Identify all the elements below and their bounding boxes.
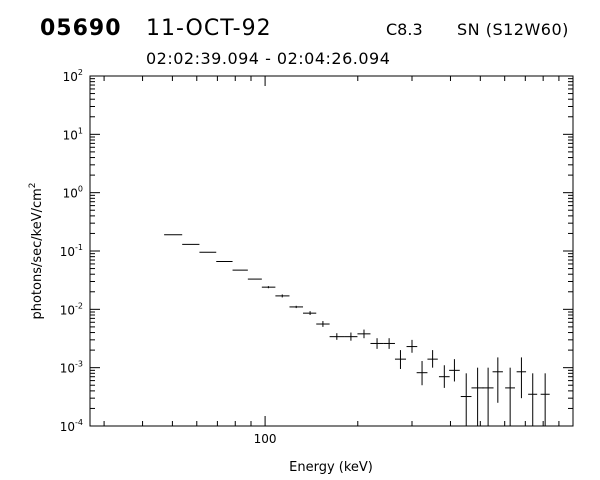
data-point [492, 357, 503, 403]
x-tick-label: 100 [254, 432, 277, 446]
y-tick-label-exponent: -1 [75, 243, 83, 252]
flare-class: C8.3 [386, 20, 423, 39]
data-point [540, 373, 550, 426]
data-point [528, 373, 538, 426]
y-tick-label-exponent: -2 [75, 301, 83, 310]
y-axis-label: photons/sec/keV/cm2 [28, 182, 45, 319]
event-date: 11-OCT-92 [146, 16, 272, 41]
y-tick-label-base: 10 [63, 128, 78, 142]
data-point [460, 373, 472, 426]
data-point [383, 338, 395, 349]
y-tick-label-base: 10 [60, 420, 75, 434]
data-point [370, 338, 384, 349]
data-point [289, 305, 304, 309]
y-tick-label: 10-1 [60, 243, 83, 259]
y-tick-label-exponent: 2 [78, 68, 83, 77]
event-id: 05690 [40, 16, 122, 41]
data-point [357, 329, 371, 339]
y-axis-label-text: photons/sec/keV/cm [30, 188, 45, 319]
data-point [416, 361, 428, 386]
data-point [275, 294, 290, 298]
x-axis-label: Energy (keV) [289, 460, 373, 475]
y-tick-label-exponent: -4 [75, 418, 83, 427]
y-tick-label: 10-3 [60, 360, 83, 376]
data-point [471, 367, 484, 426]
x-axis-ticks: 100 [103, 76, 574, 446]
data-point [449, 359, 460, 382]
y-tick-label: 10-2 [60, 301, 83, 317]
flare-location: SN (S12W60) [457, 20, 569, 39]
data-point [303, 311, 317, 315]
data-point [329, 333, 345, 340]
time-range: 02:02:39.094 - 02:04:26.094 [146, 49, 391, 68]
data-point [261, 286, 276, 289]
data-point [438, 365, 450, 388]
data-point [316, 321, 330, 327]
data-point [344, 332, 358, 341]
plot-frame [89, 75, 574, 427]
data-point [482, 367, 494, 426]
y-tick-label-base: 10 [60, 303, 75, 317]
y-tick-label-exponent: 0 [78, 185, 83, 194]
y-tick-label-exponent: 1 [78, 126, 83, 135]
y-axis-label-group: photons/sec/keV/cm2 [28, 182, 45, 319]
y-tick-label: 100 [63, 185, 83, 201]
y-tick-label-base: 10 [60, 245, 75, 259]
y-tick-label-base: 10 [60, 362, 75, 376]
y-tick-label-base: 10 [63, 70, 78, 84]
y-tick-label-exponent: -3 [75, 360, 83, 369]
data-point [505, 367, 515, 426]
y-tick-label-base: 10 [63, 187, 78, 201]
data-point [406, 339, 418, 353]
y-axis-label-exponent: 2 [28, 182, 38, 188]
data-point [516, 357, 527, 399]
data-point [427, 350, 438, 368]
data-point [394, 350, 407, 369]
y-tick-label: 101 [63, 126, 83, 142]
y-tick-label: 102 [63, 68, 83, 84]
data-points [164, 234, 550, 426]
y-tick-label: 10-4 [60, 418, 83, 434]
